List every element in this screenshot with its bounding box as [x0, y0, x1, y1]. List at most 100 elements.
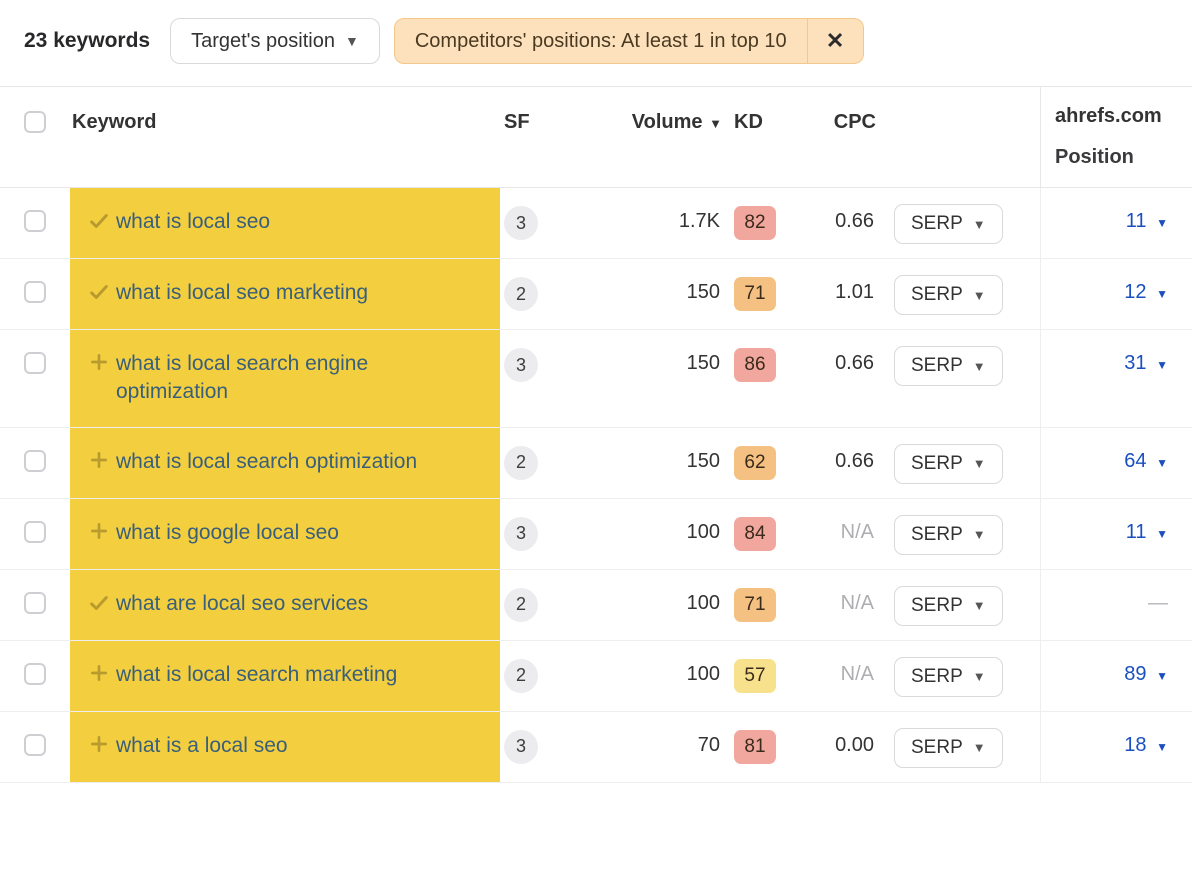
target-position-filter[interactable]: Target's position ▼ [170, 18, 380, 64]
table-row: what is local search marketing 2 10057 N/A S… [0, 641, 1192, 712]
volume-value: 150 [580, 428, 730, 498]
table-row: what is google local seo310084N/ASERP▼11… [0, 499, 1192, 570]
row-checkbox[interactable] [24, 521, 46, 543]
sf-badge[interactable]: 2 [504, 588, 538, 622]
sf-badge[interactable]: 2 [504, 446, 538, 480]
row-checkbox[interactable] [24, 592, 46, 614]
volume-value: 100 [580, 499, 730, 569]
column-keyword[interactable]: Keyword [70, 87, 500, 158]
row-checkbox[interactable] [24, 210, 46, 232]
remove-filter-button[interactable]: ✕ [808, 18, 864, 64]
plus-icon[interactable] [82, 661, 116, 683]
keyword-link[interactable]: what is google local seo [116, 519, 339, 547]
plus-icon[interactable] [82, 732, 116, 754]
serp-label: SERP [911, 524, 963, 546]
kd-badge: 84 [734, 517, 776, 551]
column-kd[interactable]: KD [730, 87, 790, 158]
keyword-cell: what is a local seo [70, 712, 500, 782]
table-row: what are local seo services210071N/ASERP… [0, 570, 1192, 641]
keyword-link[interactable]: what is local search optimization [116, 448, 417, 476]
column-position-group: ahrefs.com Position [1040, 87, 1192, 187]
sf-badge[interactable]: 3 [504, 348, 538, 382]
position-value[interactable]: 89 ▼ [1040, 641, 1192, 711]
table-header: Keyword SF Volume ▼ KD CPC ahrefs.com Po… [0, 87, 1192, 188]
keyword-link[interactable]: what is local search marketing [116, 661, 397, 689]
chevron-down-icon: ▼ [1156, 358, 1168, 372]
serp-label: SERP [911, 213, 963, 235]
volume-value: 1.7K [580, 188, 730, 258]
plus-icon[interactable] [82, 519, 116, 541]
row-checkbox[interactable] [24, 734, 46, 756]
row-checkbox[interactable] [24, 450, 46, 472]
sf-badge[interactable]: 2 [504, 659, 538, 693]
serp-label: SERP [911, 595, 963, 617]
column-position[interactable]: Position [1055, 146, 1192, 169]
serp-button[interactable]: SERP ▼ [894, 515, 1003, 555]
column-cpc[interactable]: CPC [790, 87, 880, 158]
column-sf[interactable]: SF [500, 87, 580, 158]
table-row: what is local seo31.7K820.66SERP▼11 ▼ [0, 188, 1192, 259]
serp-label: SERP [911, 284, 963, 306]
sf-badge[interactable]: 3 [504, 730, 538, 764]
volume-value: 100 [580, 570, 730, 640]
chevron-down-icon: ▼ [1156, 740, 1168, 754]
plus-icon[interactable] [82, 350, 116, 372]
chevron-down-icon: ▼ [973, 740, 986, 755]
serp-button[interactable]: SERP▼ [894, 586, 1003, 626]
serp-button[interactable]: SERP▼ [894, 728, 1003, 768]
column-domain: ahrefs.com [1055, 105, 1162, 127]
select-all-checkbox[interactable] [24, 111, 46, 133]
table-row: what is local seo marketing2150711.01SER… [0, 259, 1192, 330]
cpc-value: 0.00 [790, 712, 880, 782]
serp-button[interactable]: SERP▼ [894, 204, 1003, 244]
volume-value: 70 [580, 712, 730, 782]
check-icon[interactable] [82, 208, 116, 232]
volume-value: 100 [580, 641, 730, 711]
position-value[interactable]: 31 ▼ [1040, 330, 1192, 427]
plus-icon[interactable] [82, 448, 116, 470]
serp-button[interactable]: SERP▼ [894, 275, 1003, 315]
position-value[interactable]: — [1040, 570, 1192, 640]
serp-button[interactable]: SERP▼ [894, 657, 1003, 697]
position-value[interactable]: 12 ▼ [1040, 259, 1192, 329]
table-body: what is local seo31.7K820.66SERP▼11 ▼wha… [0, 188, 1192, 783]
cpc-value: N/A [790, 641, 880, 711]
cpc-value: 1.01 [790, 259, 880, 329]
row-checkbox[interactable] [24, 663, 46, 685]
keyword-link[interactable]: what is local seo marketing [116, 279, 368, 307]
table-row: what is local search engine optimization… [0, 330, 1192, 428]
keyword-link[interactable]: what is local seo [116, 208, 270, 236]
kd-badge: 57 [734, 659, 776, 693]
cpc-value: N/A [790, 570, 880, 640]
table-row: what is a local seo370810.00SERP▼18 ▼ [0, 712, 1192, 783]
serp-button[interactable]: SERP▼ [894, 444, 1003, 484]
position-value[interactable]: 11 ▼ [1040, 499, 1192, 569]
serp-button[interactable]: SERP▼ [894, 346, 1003, 386]
row-checkbox[interactable] [24, 281, 46, 303]
chevron-down-icon: ▼ [1156, 287, 1168, 301]
chevron-down-icon: ▼ [973, 527, 986, 542]
keyword-count: 23 keywords [24, 29, 150, 53]
sf-badge[interactable]: 3 [504, 206, 538, 240]
competitors-positions-label: Competitors' positions: At least 1 in to… [415, 30, 787, 53]
row-checkbox[interactable] [24, 352, 46, 374]
competitors-filter-group: Competitors' positions: At least 1 in to… [394, 18, 864, 64]
keyword-link[interactable]: what is a local seo [116, 732, 288, 760]
keyword-cell: what is google local seo [70, 499, 500, 569]
sf-badge[interactable]: 2 [504, 277, 538, 311]
close-icon: ✕ [826, 28, 844, 54]
keyword-link[interactable]: what are local seo services [116, 590, 368, 618]
cpc-value: 0.66 [790, 330, 880, 427]
kd-badge: 62 [734, 446, 776, 480]
check-icon[interactable] [82, 279, 116, 303]
competitors-positions-filter[interactable]: Competitors' positions: At least 1 in to… [394, 18, 808, 64]
keyword-cell: what are local seo services [70, 570, 500, 640]
position-value[interactable]: 11 ▼ [1040, 188, 1192, 258]
position-value[interactable]: 18 ▼ [1040, 712, 1192, 782]
sf-badge[interactable]: 3 [504, 517, 538, 551]
position-value[interactable]: 64 ▼ [1040, 428, 1192, 498]
check-icon[interactable] [82, 590, 116, 614]
table-row: what is local search optimization2150620… [0, 428, 1192, 499]
column-volume[interactable]: Volume ▼ [580, 87, 730, 158]
keyword-link[interactable]: what is local search engine optimization [116, 350, 484, 407]
